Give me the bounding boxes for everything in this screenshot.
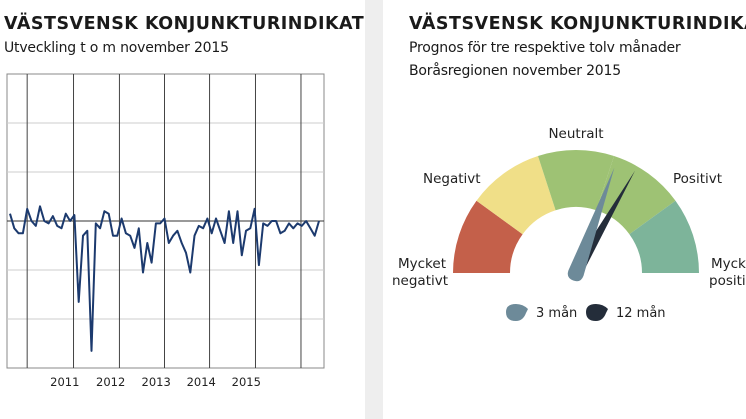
label-mycket-negativt-1: Mycket [398, 256, 446, 272]
gauge-title: VÄSTSVENSK KONJUNKTURINDIKATOR [409, 14, 746, 34]
legend-swatch-3-man [506, 304, 528, 321]
gauge-segment-positivt [596, 156, 676, 235]
label-mycket-positivt-1: Mycket [711, 256, 746, 272]
legend-swatch-12-man [586, 304, 608, 321]
gauge-segment-mycket-positivt [629, 200, 699, 273]
legend-label-12-man: 12 mån [616, 306, 666, 321]
x-tick-label: 2014 [187, 375, 216, 389]
x-tick-label: 2013 [142, 375, 171, 389]
label-mycket-positivt-2: positivt [709, 273, 746, 289]
gauge-segment-neutralt [537, 149, 615, 211]
x-tick-label: 2012 [96, 375, 125, 389]
line-chart-panel: VÄSTSVENSK KONJUNKTURINDIKATOR Utvecklin… [0, 0, 365, 419]
needle-3-man [567, 167, 615, 282]
legend-label-3-man: 3 mån [536, 306, 577, 321]
gauge-subtitle-1: Prognos för tre respektive tolv månader [409, 40, 681, 56]
label-neutralt: Neutralt [548, 126, 603, 142]
gauge-segment-negativt [476, 156, 556, 235]
gauge-segment-mycket-negativt [453, 200, 523, 273]
x-tick-label: 2011 [50, 375, 79, 389]
x-tick-label: 2015 [232, 375, 261, 389]
label-negativt: Negativt [423, 171, 481, 187]
label-positivt: Positivt [673, 171, 722, 187]
label-mycket-negativt-2: negativt [392, 273, 448, 289]
line-chart: 2011 2012 2013 2014 2015 [6, 73, 325, 389]
gauge-panel: VÄSTSVENSK KONJUNKTURINDIKATOR Prognos f… [383, 0, 746, 419]
line-chart-title: VÄSTSVENSK KONJUNKTURINDIKATOR [4, 14, 365, 34]
series-line [9, 205, 320, 352]
gauge-subtitle-2: Boråsregionen november 2015 [409, 63, 621, 79]
line-chart-subtitle: Utveckling t o m november 2015 [4, 40, 229, 56]
